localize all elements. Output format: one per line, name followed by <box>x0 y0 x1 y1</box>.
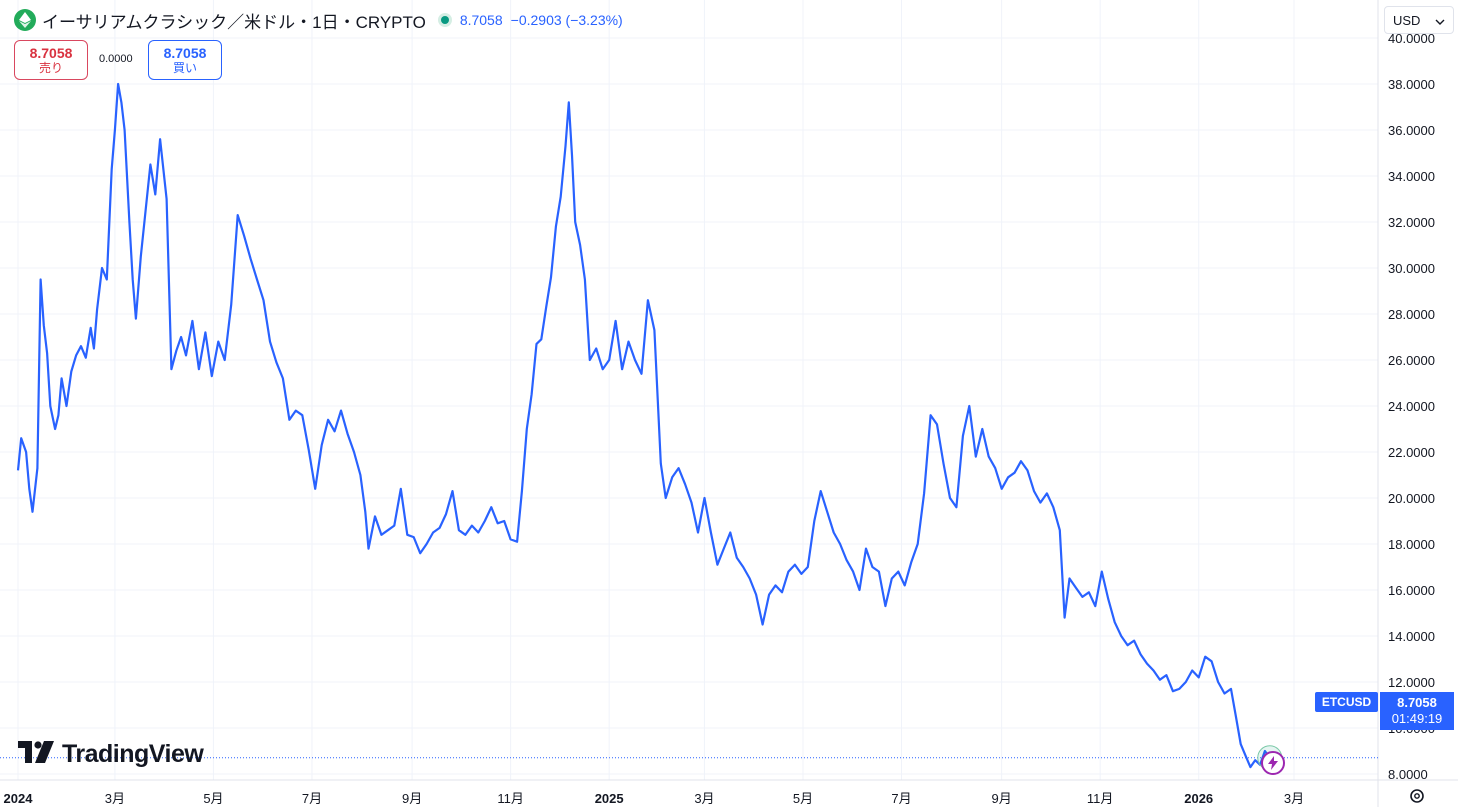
settings-icon[interactable] <box>1408 787 1426 810</box>
y-tick-label: 24.0000 <box>1388 399 1435 414</box>
x-tick-label: 9月 <box>992 791 1012 806</box>
y-tick-label: 30.0000 <box>1388 261 1435 276</box>
y-tick-label: 36.0000 <box>1388 123 1435 138</box>
currency-select[interactable]: USD <box>1384 6 1454 34</box>
y-tick-label: 20.0000 <box>1388 491 1435 506</box>
price-change: −0.2903 (−3.23%) <box>510 12 623 28</box>
logo-text: TradingView <box>62 740 204 768</box>
x-tick-label: 3月 <box>1284 791 1304 806</box>
x-tick-label: 5月 <box>203 791 223 806</box>
x-tick-label: 11月 <box>1087 791 1114 806</box>
price-tag-value: 8.7058 <box>1397 695 1437 710</box>
sell-price: 8.7058 <box>29 45 73 61</box>
y-tick-label: 16.0000 <box>1388 583 1435 598</box>
y-tick-label: 18.0000 <box>1388 537 1435 552</box>
x-tick-label: 5月 <box>793 791 813 806</box>
chevron-down-icon <box>1435 13 1445 28</box>
series-line <box>16 82 1271 769</box>
buy-button[interactable]: 8.7058 買い <box>148 40 222 80</box>
symbol-price-label: ETCUSD <box>1315 692 1378 712</box>
last-price-tag: 8.7058 01:49:19 <box>1380 692 1454 730</box>
symbol-title[interactable]: イーサリアムクラシック／米ドル・1日・CRYPTO <box>42 12 426 32</box>
x-tick-label: 2026 <box>1184 791 1213 806</box>
currency-value: USD <box>1393 12 1421 28</box>
buy-price: 8.7058 <box>163 45 207 61</box>
y-tick-label: 26.0000 <box>1388 353 1435 368</box>
y-tick-label: 40.0000 <box>1388 31 1435 46</box>
tradingview-logo-icon <box>18 741 56 768</box>
y-tick-label: 38.0000 <box>1388 77 1435 92</box>
buy-label: 買い <box>172 61 197 75</box>
bar-countdown: 01:49:19 <box>1391 711 1443 726</box>
y-tick-label: 12.0000 <box>1388 675 1435 690</box>
spread-value: 0.0000 <box>99 53 133 65</box>
x-tick-label: 7月 <box>891 791 911 806</box>
lightning-icon[interactable] <box>1261 751 1285 775</box>
tradingview-logo[interactable]: TradingView <box>18 740 204 769</box>
last-price: 8.7058 <box>459 12 503 28</box>
market-status-icon[interactable] <box>437 13 452 27</box>
sell-button[interactable]: 8.7058 売り <box>14 40 88 80</box>
y-tick-label: 22.0000 <box>1388 445 1435 460</box>
y-tick-label: 34.0000 <box>1388 169 1435 184</box>
y-tick-label: 8.0000 <box>1388 767 1428 782</box>
x-tick-label: 3月 <box>694 791 714 806</box>
y-tick-label: 14.0000 <box>1388 629 1435 644</box>
symbol-header: イーサリアムクラシック／米ドル・1日・CRYPTO 8.7058 −0.2903… <box>14 8 631 32</box>
x-tick-label: 11月 <box>497 791 524 806</box>
y-tick-label: 28.0000 <box>1388 307 1435 322</box>
x-tick-label: 9月 <box>402 791 422 806</box>
sell-label: 売り <box>38 61 63 75</box>
x-tick-label: 2024 <box>4 791 34 806</box>
y-tick-label: 32.0000 <box>1388 215 1435 230</box>
x-tick-label: 3月 <box>105 791 125 806</box>
ethereum-classic-icon <box>14 9 36 31</box>
x-tick-label: 7月 <box>302 791 322 806</box>
x-tick-label: 2025 <box>595 791 624 806</box>
